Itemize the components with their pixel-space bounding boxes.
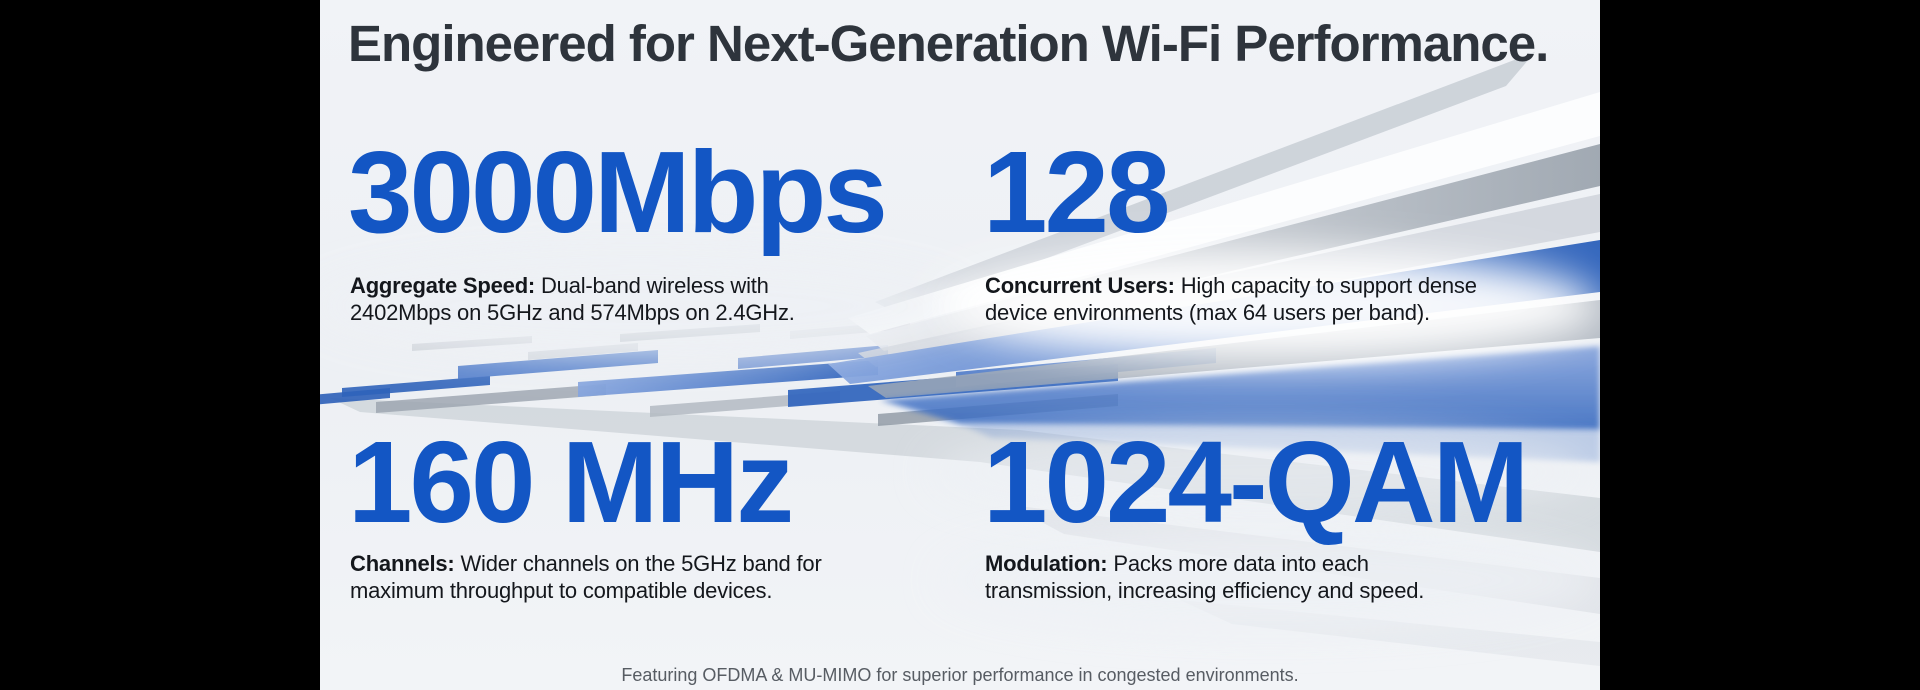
stat-label-aggregate-speed: Aggregate Speed: [350,273,536,298]
stat-text-aggregate-speed: Dual-band wireless with 2402Mbps on 5GHz… [350,273,795,325]
stat-value-aggregate-speed: 3000Mbps [348,127,888,257]
infographic-panel: Engineered for Next-Generation Wi-Fi Per… [320,0,1600,690]
speed-streaks-graphic [320,52,1600,666]
stat-label-concurrent-users: Concurrent Users: [985,273,1175,298]
stat-description-modulation: Modulation: Packs more data into each tr… [985,550,1597,604]
stat-label-modulation: Modulation: [985,551,1108,576]
stat-text-modulation: Packs more data into each transmission, … [985,551,1425,603]
stat-description-concurrent-users: Concurrent Users: High capacity to suppo… [985,272,1597,326]
stat-value-modulation: 1024-QAM [983,417,1529,547]
stat-text-concurrent-users: High capacity to support dense device en… [985,273,1477,325]
stat-description-aggregate-speed: Aggregate Speed: Dual-band wireless with… [350,272,950,326]
stat-value-concurrent-users: 128 [983,127,1171,257]
stat-text-channels: Wider channels on the 5GHz band for maxi… [350,551,822,603]
page-title: Engineered for Next-Generation Wi-Fi Per… [348,15,1549,72]
footer-note: Featuring OFDMA & MU-MIMO for superior p… [621,665,1299,685]
stat-value-channels: 160 MHz [348,417,794,547]
stat-label-channels: Channels: [350,551,455,576]
stat-description-channels: Channels: Wider channels on the 5GHz ban… [350,550,950,604]
